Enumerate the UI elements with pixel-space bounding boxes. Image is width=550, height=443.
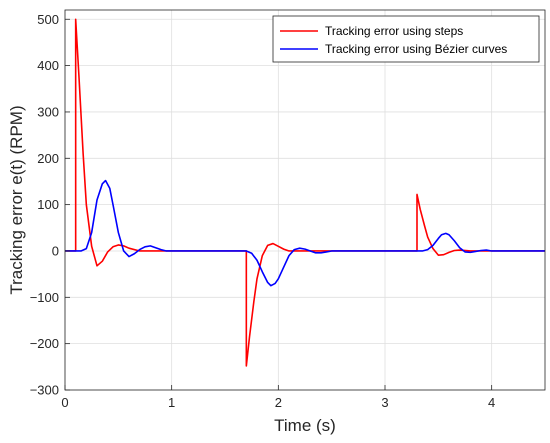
y-tick-label: 300 [37, 104, 59, 119]
y-tick-label: 500 [37, 12, 59, 27]
y-tick-label: 0 [52, 243, 59, 258]
y-tick-label: −100 [30, 290, 59, 305]
x-tick-label: 0 [61, 395, 68, 410]
y-tick-label: 400 [37, 58, 59, 73]
legend-label-steps: Tracking error using steps [325, 24, 463, 38]
axis-ticks: 0 1 2 3 4 −300 −200 −100 0 100 200 300 400 500 [30, 12, 496, 410]
x-axis-title: Time (s) [274, 416, 336, 435]
y-tick-label: 100 [37, 197, 59, 212]
y-tick-label: 200 [37, 151, 59, 166]
legend: Tracking error using steps Tracking erro… [272, 15, 540, 63]
legend-label-bezier: Tracking error using Bézier curves [325, 42, 507, 56]
series-layer [65, 18, 545, 367]
series-line-bezier [65, 179, 545, 287]
y-tick-label: −200 [30, 336, 59, 351]
y-axis-title: Tracking error e(t) (RPM) [7, 105, 26, 294]
plot-frame [64, 9, 546, 391]
x-tick-label: 1 [168, 395, 175, 410]
x-tick-label: 2 [275, 395, 282, 410]
x-tick-label: 3 [381, 395, 388, 410]
legend-box [272, 15, 540, 63]
plot-area [65, 10, 545, 390]
x-tick-label: 4 [488, 395, 495, 410]
y-tick-label: −300 [30, 383, 59, 398]
series-line-steps [65, 18, 545, 367]
